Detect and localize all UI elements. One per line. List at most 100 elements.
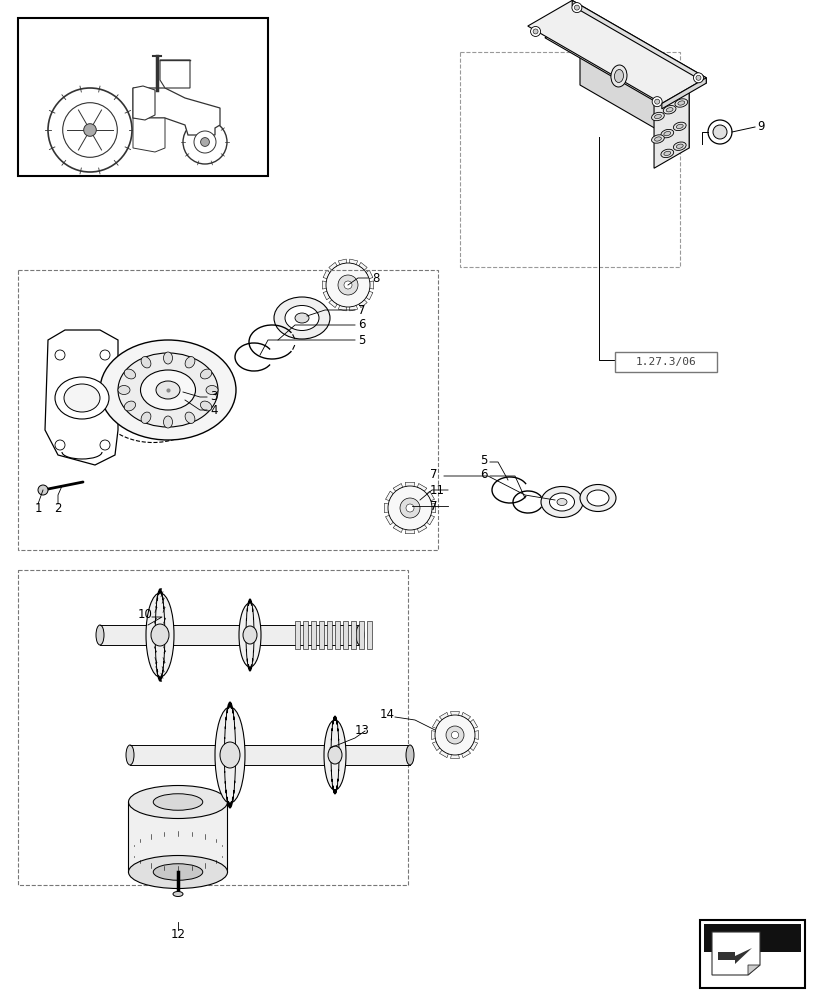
Bar: [294, 621, 299, 649]
Ellipse shape: [128, 785, 227, 818]
Ellipse shape: [660, 129, 673, 138]
Ellipse shape: [118, 353, 218, 427]
Text: 2: 2: [55, 502, 62, 514]
Bar: [303, 621, 308, 649]
Text: 7: 7: [429, 499, 437, 512]
Polygon shape: [417, 525, 427, 533]
Ellipse shape: [662, 106, 675, 114]
Ellipse shape: [206, 385, 218, 394]
Polygon shape: [349, 305, 357, 311]
Circle shape: [693, 73, 703, 83]
Circle shape: [571, 3, 581, 13]
Polygon shape: [461, 712, 470, 720]
Bar: [18, 270, 437, 550]
Circle shape: [405, 504, 414, 512]
Ellipse shape: [242, 626, 256, 644]
Circle shape: [100, 350, 110, 360]
Ellipse shape: [327, 746, 342, 764]
Polygon shape: [439, 750, 447, 758]
Bar: [351, 621, 356, 649]
Text: 7: 7: [357, 304, 365, 316]
Circle shape: [530, 26, 540, 36]
Polygon shape: [544, 18, 688, 101]
Text: 14: 14: [380, 708, 394, 722]
Text: 12: 12: [170, 928, 185, 941]
Ellipse shape: [215, 707, 245, 803]
Bar: [342, 621, 347, 649]
Bar: [130, 745, 409, 765]
Circle shape: [388, 486, 432, 530]
Ellipse shape: [239, 603, 261, 667]
Text: 10: 10: [138, 608, 153, 621]
Circle shape: [654, 99, 659, 104]
Bar: [460, 52, 679, 267]
Circle shape: [326, 263, 370, 307]
Circle shape: [712, 125, 726, 139]
Ellipse shape: [614, 70, 623, 82]
Ellipse shape: [151, 624, 169, 646]
Ellipse shape: [586, 490, 609, 506]
Bar: [318, 621, 323, 649]
Ellipse shape: [540, 487, 582, 518]
Bar: [699, 920, 804, 988]
Polygon shape: [474, 731, 478, 739]
Ellipse shape: [651, 135, 663, 143]
Circle shape: [574, 5, 579, 10]
Ellipse shape: [185, 412, 194, 423]
Ellipse shape: [124, 401, 136, 411]
Polygon shape: [461, 750, 470, 758]
Ellipse shape: [284, 306, 318, 330]
Polygon shape: [328, 262, 337, 270]
Circle shape: [55, 350, 65, 360]
Ellipse shape: [220, 742, 240, 768]
Ellipse shape: [672, 142, 686, 150]
Ellipse shape: [96, 625, 104, 645]
Bar: [327, 621, 332, 649]
Polygon shape: [45, 330, 118, 465]
Polygon shape: [349, 259, 357, 265]
Polygon shape: [370, 281, 373, 289]
Polygon shape: [404, 482, 414, 486]
Circle shape: [38, 485, 48, 495]
Ellipse shape: [126, 745, 134, 765]
Ellipse shape: [173, 891, 183, 896]
Polygon shape: [323, 270, 329, 279]
Ellipse shape: [660, 149, 673, 158]
Polygon shape: [431, 503, 435, 513]
Polygon shape: [426, 491, 434, 501]
Polygon shape: [393, 525, 402, 533]
Ellipse shape: [674, 99, 687, 107]
Ellipse shape: [676, 124, 682, 129]
Circle shape: [200, 138, 209, 146]
Text: 5: 5: [480, 454, 487, 466]
Ellipse shape: [64, 384, 100, 412]
Ellipse shape: [163, 352, 172, 364]
Ellipse shape: [356, 625, 364, 645]
Circle shape: [48, 88, 131, 172]
Bar: [18, 18, 268, 176]
Ellipse shape: [579, 485, 615, 512]
Ellipse shape: [155, 381, 179, 399]
Circle shape: [343, 281, 351, 289]
Text: 1.27.3/06: 1.27.3/06: [635, 357, 696, 367]
Polygon shape: [432, 719, 439, 728]
Ellipse shape: [666, 108, 672, 112]
Polygon shape: [393, 483, 402, 491]
Ellipse shape: [653, 114, 661, 119]
Text: 1: 1: [34, 502, 41, 514]
Polygon shape: [717, 948, 751, 964]
Circle shape: [451, 731, 458, 739]
Ellipse shape: [676, 144, 682, 148]
Polygon shape: [417, 483, 427, 491]
Ellipse shape: [153, 794, 203, 810]
Ellipse shape: [141, 412, 151, 423]
Ellipse shape: [55, 377, 109, 419]
Circle shape: [399, 498, 419, 518]
Polygon shape: [328, 300, 337, 308]
Circle shape: [434, 715, 475, 755]
Text: 11: 11: [429, 484, 444, 496]
Circle shape: [337, 275, 357, 295]
Bar: [128, 802, 227, 872]
Polygon shape: [404, 530, 414, 534]
Bar: [366, 621, 371, 649]
